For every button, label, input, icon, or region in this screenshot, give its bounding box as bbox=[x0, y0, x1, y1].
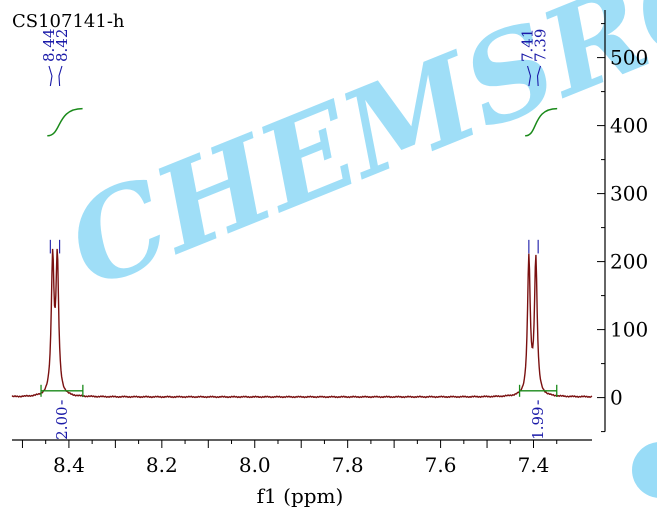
y-tick-label: 400 bbox=[610, 114, 648, 138]
peak-connector bbox=[58, 65, 63, 87]
peak-label-text: 7.39 bbox=[532, 29, 550, 62]
x-tick-label: 7.8 bbox=[332, 453, 364, 477]
peak-connector bbox=[536, 65, 542, 87]
x-tick-label: 8.2 bbox=[146, 453, 178, 477]
y-tick-label: 100 bbox=[610, 318, 648, 342]
y-tick-label: 0 bbox=[610, 386, 623, 410]
peak-label-7-41: 7.41 bbox=[519, 29, 537, 254]
watermark-text: CHEMSRC bbox=[49, 0, 657, 315]
spectrum-layer bbox=[11, 248, 593, 399]
y-axis: 0 100 200 300 400 500 bbox=[597, 10, 648, 433]
peak-label-text: 8.44 bbox=[40, 29, 58, 62]
y-tick-label: 500 bbox=[610, 46, 648, 70]
x-tick-label: 7.6 bbox=[425, 453, 457, 477]
watermark-shape bbox=[632, 442, 657, 498]
peak-label-text: 8.42 bbox=[53, 29, 71, 62]
watermark: CHEMSRC bbox=[49, 0, 657, 498]
x-tick-label: 8.0 bbox=[239, 453, 271, 477]
integral-value: 2.00 bbox=[53, 406, 71, 439]
x-axis-title: f1 (ppm) bbox=[257, 484, 344, 508]
integral-layer: 2.00 1.99 bbox=[40, 107, 558, 440]
integral-1: 2.00 bbox=[40, 107, 84, 440]
peak-label-8-44: 8.44 bbox=[40, 29, 58, 254]
peak-label-text: 7.41 bbox=[519, 29, 537, 62]
y-tick-label: 300 bbox=[610, 182, 648, 206]
peak-label-8-42: 8.42 bbox=[53, 29, 71, 254]
peak-label-layer: 8.448.42 7.417.39 bbox=[40, 29, 550, 254]
integral-value: 1.99 bbox=[529, 406, 547, 439]
x-axis: 8.4 8.2 8.0 7.8 7.6 7.4 bbox=[12, 439, 592, 477]
x-tick-label: 8.4 bbox=[53, 453, 85, 477]
integral-2: 1.99 bbox=[518, 107, 558, 440]
peak-label-7-39: 7.39 bbox=[532, 29, 550, 254]
peak-connector bbox=[526, 65, 532, 87]
spectrum-line bbox=[11, 248, 593, 399]
x-tick-label: 7.4 bbox=[518, 453, 550, 477]
integral-curve bbox=[47, 107, 83, 137]
y-tick-label: 200 bbox=[610, 250, 648, 274]
peak-connector bbox=[48, 65, 53, 87]
integral-curve bbox=[524, 107, 558, 137]
chart-title: CS107141-h bbox=[12, 11, 125, 32]
